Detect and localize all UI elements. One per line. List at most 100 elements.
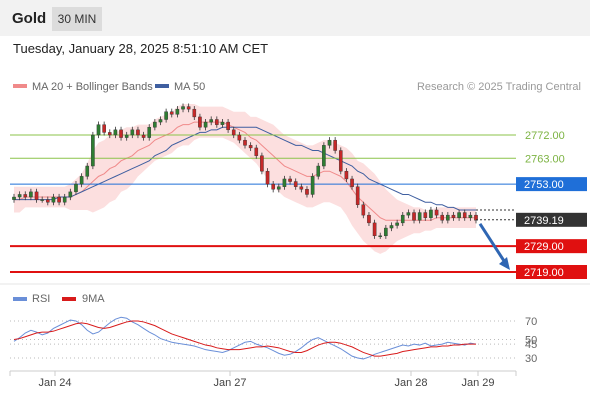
- candle-body: [265, 170, 270, 185]
- candle-body: [271, 183, 275, 190]
- candle-body: [446, 214, 450, 221]
- candle-body: [254, 147, 259, 156]
- forecast-arrow-shaft: [478, 222, 508, 265]
- candle-body: [153, 121, 157, 128]
- candle-body: [136, 129, 140, 136]
- ma50-line: [14, 126, 476, 211]
- timeframe-badge[interactable]: 30 MIN: [52, 7, 102, 31]
- candle-body: [231, 129, 236, 136]
- candles: [12, 103, 478, 239]
- candle-body: [367, 214, 371, 224]
- candle-body: [355, 186, 360, 205]
- last-price-label: 2739.19: [524, 215, 564, 227]
- candle-body: [277, 186, 281, 190]
- candle-body: [62, 196, 67, 203]
- candle-body: [417, 212, 422, 221]
- rsi-tick-30: 30: [525, 353, 537, 365]
- candle-body: [350, 178, 354, 187]
- candle-body: [57, 196, 61, 203]
- candle-body: [164, 111, 168, 120]
- rsi-tick-70: 70: [525, 316, 537, 328]
- candle-body: [462, 212, 467, 218]
- last-price-tag: [516, 212, 587, 227]
- level-label-2719.00: 2719.00: [524, 267, 564, 279]
- candle-body: [237, 134, 242, 141]
- rsi-ma-legend-swatch: [62, 297, 76, 301]
- candle-body: [34, 191, 39, 200]
- candle-body: [51, 196, 56, 203]
- candle-body: [12, 196, 16, 200]
- candle-body: [79, 176, 84, 185]
- bb-legend-label: MA 20 + Bollinger Bands: [32, 81, 153, 93]
- candle-body: [175, 108, 180, 115]
- candle-body: [310, 176, 315, 195]
- level-label-2753.00: 2753.00: [524, 179, 564, 191]
- candle-body: [220, 121, 225, 125]
- candle-body: [113, 129, 118, 136]
- candle-body: [46, 199, 50, 203]
- level-label-2729.00: 2729.00: [524, 241, 564, 253]
- level-label-2763.00: 2763.00: [525, 153, 565, 165]
- candle-body: [406, 212, 411, 216]
- candle-body: [17, 194, 22, 198]
- rsi-ma-line: [13, 320, 476, 357]
- candle-body: [260, 155, 264, 172]
- candle-body: [322, 145, 326, 167]
- candle-body: [389, 225, 394, 229]
- level-label-2772.00: 2772.00: [525, 130, 565, 142]
- candle-body: [85, 165, 90, 177]
- rsi-legend-swatch: [13, 297, 27, 301]
- forecast-arrow-head: [499, 257, 510, 270]
- candle-body: [384, 227, 388, 237]
- candle-body: [74, 183, 78, 193]
- x-label-Jan-24: Jan 24: [38, 377, 71, 389]
- candle-body: [119, 129, 123, 138]
- bollinger-band: [14, 103, 476, 254]
- candle-body: [96, 124, 101, 136]
- rsi-tick-45: 45: [525, 339, 537, 351]
- level-tag-2719.00: [516, 265, 587, 279]
- candle-body: [130, 129, 135, 136]
- candle-body: [316, 165, 321, 177]
- candle-body: [141, 134, 146, 138]
- candle-body: [440, 214, 444, 221]
- candle-body: [248, 145, 253, 149]
- rsi-line: [13, 316, 477, 360]
- candle-body: [29, 191, 33, 198]
- instrument-title: Gold: [12, 10, 47, 27]
- candle-body: [169, 111, 174, 115]
- candle-body: [192, 108, 197, 118]
- candle-body: [338, 150, 343, 172]
- candle-body: [412, 212, 416, 221]
- ma50-legend-swatch: [155, 84, 169, 88]
- level-tag-2753.00: [516, 177, 587, 192]
- candle-body: [91, 134, 95, 167]
- copyright-text: Research © 2025 Trading Central: [417, 81, 581, 93]
- ma50-path: [14, 126, 476, 211]
- candle-body: [226, 121, 230, 131]
- ma20-line: [14, 121, 476, 221]
- candle-body: [293, 181, 298, 187]
- candle-body: [361, 204, 366, 216]
- x-axis: Jan 24 Jan 27 Jan 28 Jan 29: [9, 371, 517, 389]
- candle-body: [243, 139, 247, 146]
- candle-body: [468, 214, 473, 218]
- candle-body: [107, 132, 112, 136]
- candle-body: [124, 134, 129, 138]
- bb-legend-swatch: [13, 84, 27, 88]
- candle-body: [344, 170, 349, 180]
- chart-datetime: Tuesday, January 28, 2025 8:51:10 AM CET: [13, 41, 269, 56]
- level-labels: 2772.00 2763.00 2753.00 2729.00 2719.00 2739.…: [476, 130, 587, 279]
- candle-body: [299, 186, 304, 190]
- ma50-legend-label: MA 50: [174, 81, 205, 93]
- candle-body: [333, 139, 337, 151]
- candle-body: [395, 222, 399, 226]
- candle-body: [147, 127, 152, 138]
- candle-body: [378, 235, 383, 238]
- candle-body: [434, 209, 439, 216]
- candle-body: [423, 212, 428, 218]
- x-label-Jan-27: Jan 27: [213, 377, 246, 389]
- candle-body: [400, 214, 405, 224]
- rsi-legend-label: RSI: [32, 293, 50, 305]
- candle-body: [102, 124, 106, 133]
